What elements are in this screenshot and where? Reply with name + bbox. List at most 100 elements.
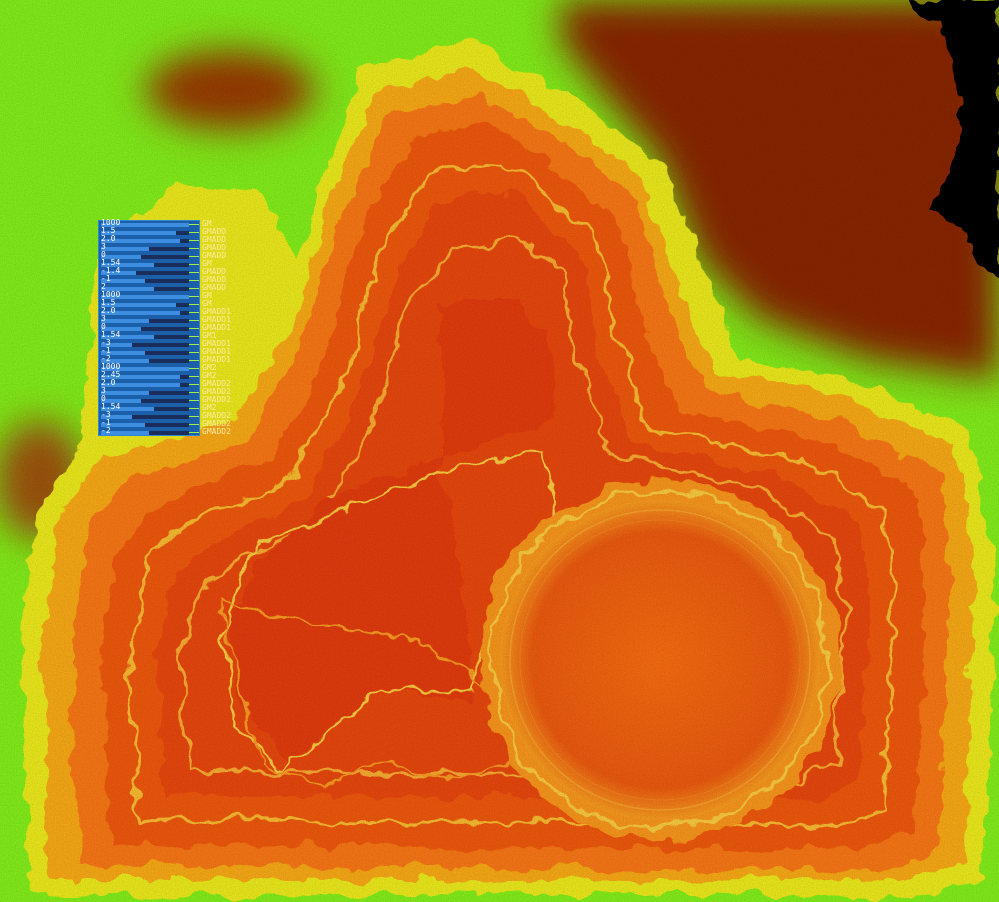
parameter-slider-fill [101, 271, 137, 275]
parameter-slider-row[interactable]: 0 [99, 394, 201, 404]
parameter-slider-row[interactable]: 1000 [99, 219, 201, 228]
parameter-value: 2 [101, 282, 106, 291]
parameter-slider-fill [101, 383, 181, 387]
parameter-slider-row[interactable]: 0 [99, 322, 201, 332]
parameter-slider-fill [101, 391, 150, 395]
parameter-slider-track[interactable] [101, 295, 189, 299]
parameter-name: GMADD2 [202, 427, 231, 436]
parameter-slider-fill [101, 263, 154, 267]
parameter-slider-row[interactable]: -3 [99, 339, 201, 348]
parameter-name: GM2 [202, 403, 217, 412]
parameter-slider-row[interactable]: -1 [99, 346, 201, 356]
parameter-slider-row[interactable]: 1.54 [99, 259, 201, 268]
parameter-divider [189, 280, 199, 281]
parameter-slider-track[interactable] [101, 279, 189, 283]
parameter-slider-track[interactable] [101, 407, 189, 411]
parameter-divider [189, 272, 199, 273]
parameter-slider-track[interactable] [101, 359, 189, 363]
parameter-slider-fill [101, 327, 141, 331]
parameter-slider-track[interactable] [101, 287, 189, 291]
parameter-slider-fill [101, 319, 150, 323]
parameter-slider-row[interactable]: 0 [99, 250, 201, 260]
parameter-slider-track[interactable] [101, 223, 189, 227]
parameter-slider-track[interactable] [101, 431, 189, 435]
parameter-slider-fill [101, 359, 150, 363]
parameter-slider-track[interactable] [101, 351, 189, 355]
parameter-slider-track[interactable] [101, 343, 189, 347]
parameter-slider-row[interactable]: 2.0 [99, 379, 201, 388]
parameter-divider [189, 320, 199, 321]
parameter-slider-row[interactable]: -1 [99, 418, 201, 428]
parameter-slider-track[interactable] [101, 375, 189, 379]
parameter-value: 2.45 [101, 370, 121, 379]
parameter-name: GMADD [202, 227, 227, 236]
parameter-slider-row[interactable]: 2.0 [99, 307, 201, 316]
parameter-slider-track[interactable] [101, 239, 189, 243]
parameter-slider-row[interactable]: -2 [99, 354, 201, 364]
parameter-panel: 1000 1.5 2.0 3 0 1.54 -1.4 -1 2 1000 1.5 2.0 3 0 1.54-… [98, 219, 201, 436]
parameter-slider-row[interactable]: -1.4 [99, 267, 201, 276]
parameter-divider [189, 408, 199, 409]
parameter-slider-track[interactable] [101, 335, 189, 339]
parameter-slider-track[interactable] [101, 367, 189, 371]
parameter-slider-row[interactable]: 1000 [99, 291, 201, 300]
parameter-slider-row[interactable]: -3 [99, 411, 201, 420]
parameter-slider-row[interactable]: 2.0 [99, 234, 201, 244]
parameter-slider-row[interactable]: 3 [99, 315, 201, 324]
parameter-name: GMADD1 [202, 307, 231, 316]
parameter-slider-row[interactable]: 3 [99, 386, 201, 396]
parameter-value: 0 [101, 250, 106, 259]
parameter-slider-track[interactable] [101, 383, 189, 387]
parameter-slider-track[interactable] [101, 399, 189, 403]
parameter-value: -1 [101, 346, 111, 355]
parameter-divider [189, 264, 199, 265]
parameter-value: 2.0 [101, 234, 116, 243]
parameter-slider-fill [101, 335, 154, 339]
parameter-divider [189, 328, 199, 329]
parameter-slider-track[interactable] [101, 311, 189, 315]
parameter-slider-track[interactable] [101, 263, 189, 267]
parameter-slider-track[interactable] [101, 247, 189, 251]
parameter-divider [189, 376, 199, 377]
parameter-name: GMADD2 [202, 379, 231, 388]
parameter-value: 0 [101, 322, 106, 331]
parameter-slider-track[interactable] [101, 415, 189, 419]
parameter-slider-track[interactable] [101, 303, 189, 307]
parameter-divider [189, 416, 199, 417]
parameter-value: 0 [101, 394, 106, 403]
parameter-slider-track[interactable] [101, 327, 189, 331]
parameter-value: -1 [101, 418, 111, 427]
parameter-slider-row[interactable]: -2 [99, 426, 201, 436]
parameter-divider [189, 288, 199, 289]
parameter-divider [189, 400, 199, 401]
parameter-slider-row[interactable]: 1.54 [99, 403, 201, 412]
parameter-slider-row[interactable]: 1.5 [99, 299, 201, 308]
parameter-slider-track[interactable] [101, 231, 189, 235]
parameter-value: -2 [101, 426, 111, 435]
parameter-slider-row[interactable]: 1000 [99, 363, 201, 372]
parameter-slider-track[interactable] [101, 271, 189, 275]
parameter-slider-row[interactable]: 1.54 [99, 331, 201, 340]
parameter-slider-row[interactable]: 3 [99, 243, 201, 252]
parameter-name-column: GM GMADD GMADD GMADD GMADD GM GMADD GMADD GMADD G… [202, 220, 262, 436]
parameter-slider-row[interactable]: 1.5 [99, 227, 201, 236]
parameter-name: GM [202, 291, 212, 300]
parameter-divider [189, 336, 199, 337]
parameter-slider-fill [101, 311, 181, 315]
parameter-slider-row[interactable]: 2 [99, 282, 201, 292]
parameter-slider-track[interactable] [101, 255, 189, 259]
parameter-divider [189, 248, 199, 249]
parameter-slider-track[interactable] [101, 423, 189, 427]
parameter-slider-track[interactable] [101, 391, 189, 395]
parameter-value: -2 [101, 354, 111, 363]
parameter-divider [189, 384, 199, 385]
parameter-value: -1 [101, 274, 111, 283]
parameter-slider-row[interactable]: 2.45 [99, 370, 201, 380]
parameter-slider-row[interactable]: -1 [99, 274, 201, 284]
parameter-value: 3 [101, 386, 106, 395]
parameter-name: GM1 [202, 331, 217, 340]
parameter-slider-track[interactable] [101, 319, 189, 323]
